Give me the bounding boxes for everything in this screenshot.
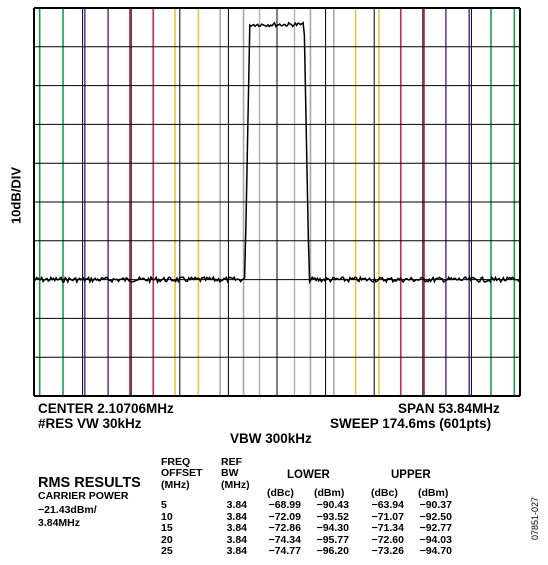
- offset-value: 20: [161, 533, 173, 546]
- ref-bw-value: 3.84: [226, 533, 247, 546]
- lower-dbc-value: −72.09: [268, 510, 301, 523]
- header-offset: OFFSET: [161, 467, 203, 479]
- video-bandwidth: VBW 300kHz: [230, 431, 312, 446]
- offset-value: 5: [161, 499, 167, 511]
- upper-dbm-value: −94.70: [419, 545, 452, 558]
- center-frequency: CENTER 2.10706MHz: [38, 401, 174, 416]
- header-ref: REF: [221, 456, 242, 468]
- upper-dbm-value: −90.37: [419, 499, 452, 511]
- header-bw-unit: (MHz): [221, 479, 250, 491]
- lower-dbc-value: −74.77: [268, 545, 301, 558]
- header-lower-dbc: (dBc): [267, 487, 294, 499]
- upper-dbc-value: −72.60: [371, 533, 404, 546]
- lower-dbm-value: −90.43: [316, 499, 349, 511]
- upper-dbc-value: −71.07: [371, 510, 404, 523]
- lower-dbm-value: −93.52: [316, 510, 349, 523]
- upper-dbm-value: −94.03: [419, 533, 452, 546]
- carrier-bandwidth: 3.84MHz: [38, 517, 81, 529]
- header-lower-dbm: (dBm): [314, 487, 345, 499]
- span: SPAN 53.84MHz: [398, 401, 500, 416]
- resolution-bandwidth: #RES VW 30kHz: [38, 416, 142, 431]
- lower-dbm-value: −94.30: [316, 522, 349, 535]
- header-offset-unit: (MHz): [161, 479, 190, 491]
- upper-dbc-value: −73.26: [371, 545, 404, 558]
- lower-dbm-value: −95.77: [316, 533, 349, 546]
- offset-value: 10: [161, 510, 173, 523]
- header-lower: LOWER: [287, 469, 330, 481]
- carrier-power-value: −21.43dBm/: [38, 504, 97, 516]
- header-upper: UPPER: [391, 469, 431, 481]
- carrier-power-label: CARRIER POWER: [38, 490, 129, 502]
- upper-dbc-value: −63.94: [371, 499, 404, 511]
- ref-bw-value: 3.84: [226, 545, 247, 558]
- lower-dbm-value: −96.20: [316, 545, 349, 558]
- spectrum-plot: [33, 7, 521, 397]
- sweep: SWEEP 174.6ms (601pts): [330, 416, 492, 431]
- ref-bw-value: 3.84: [226, 522, 247, 535]
- upper-dbm-value: −92.77: [419, 522, 452, 535]
- header-bw: BW: [221, 467, 239, 479]
- y-axis-label: 10dB/DIV: [8, 166, 24, 225]
- lower-dbc-value: −68.99: [268, 499, 301, 511]
- header-upper-dbm: (dBm): [418, 487, 449, 499]
- upper-dbc-value: −71.34: [371, 522, 404, 535]
- upper-dbm-value: −92.50: [419, 510, 452, 523]
- header-freq: FREQ: [161, 456, 191, 468]
- header-upper-dbc: (dBc): [371, 487, 398, 499]
- ref-bw-value: 3.84: [226, 510, 247, 523]
- ref-bw-value: 3.84: [226, 499, 247, 511]
- spectrum-trace: [33, 21, 520, 285]
- lower-dbc-value: −72.86: [268, 522, 301, 535]
- offset-value: 15: [161, 522, 173, 535]
- lower-dbc-value: −74.34: [268, 533, 301, 546]
- offset-value: 25: [161, 545, 173, 558]
- figure-id: 07851-027: [530, 496, 540, 540]
- rms-results-title: RMS RESULTS: [38, 475, 141, 491]
